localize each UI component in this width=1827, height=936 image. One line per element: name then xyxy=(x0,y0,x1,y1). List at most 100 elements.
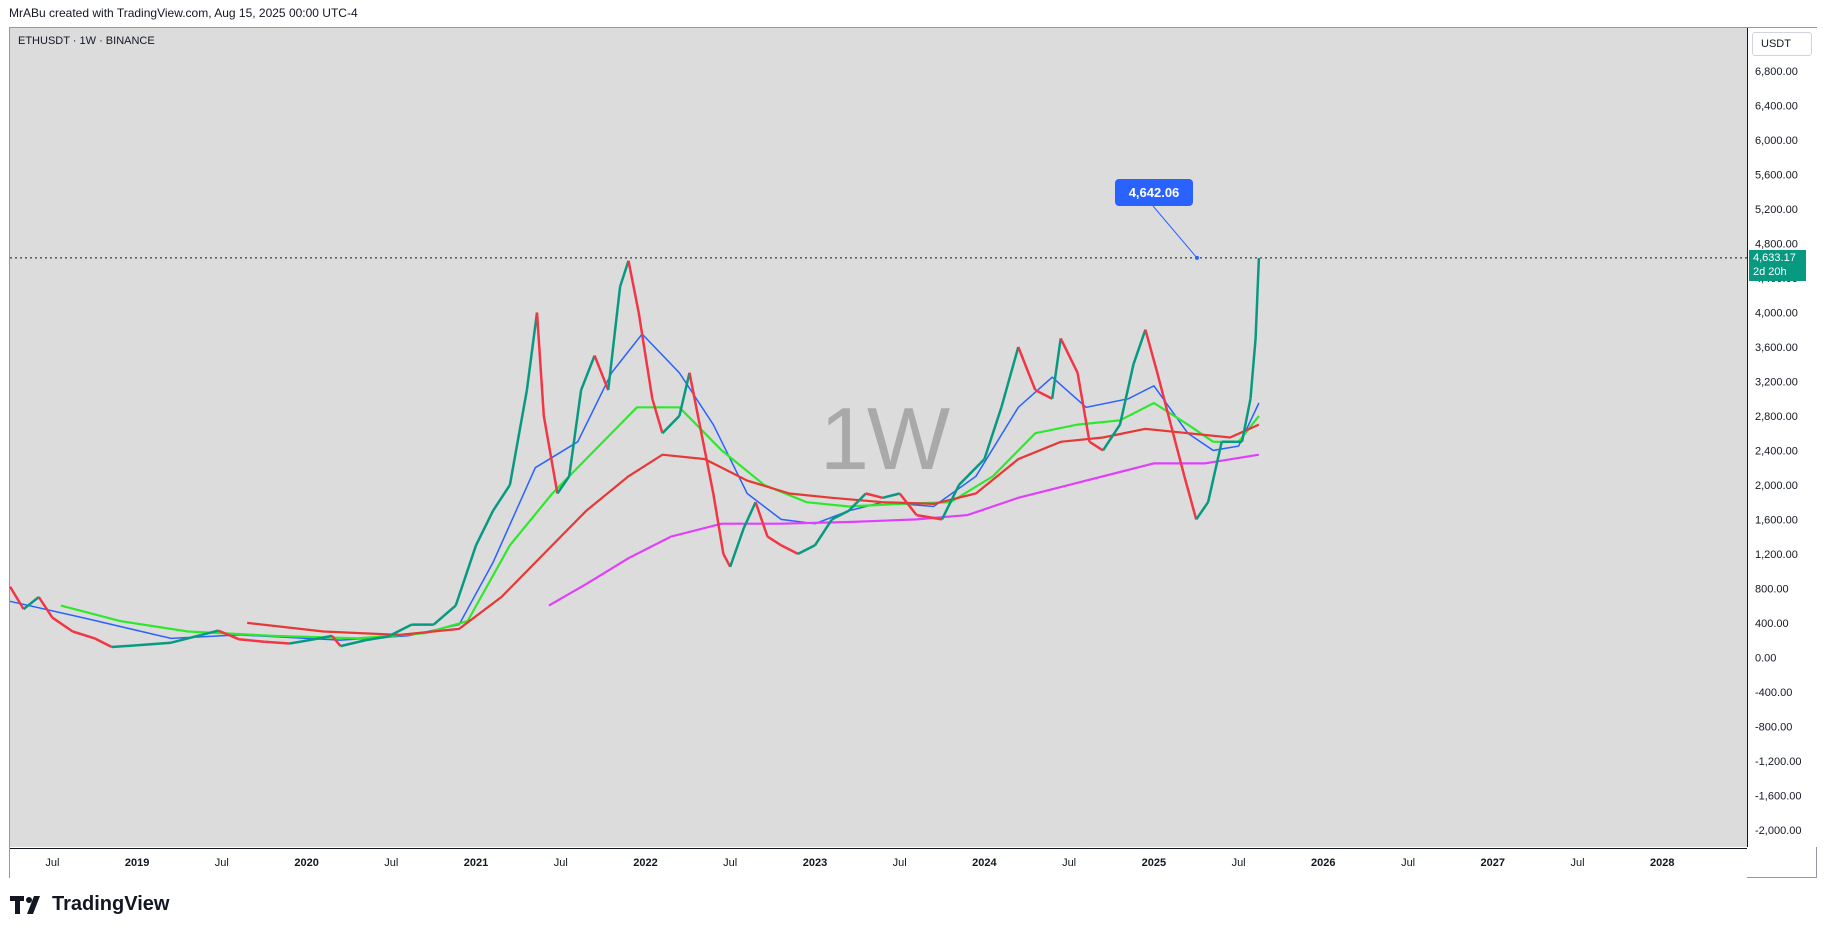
price-callout-label[interactable]: 4,642.06 xyxy=(1115,179,1193,206)
price-tick-label: 1,600.00 xyxy=(1755,514,1798,526)
price-segment xyxy=(525,312,539,391)
time-tick-label: Jul xyxy=(554,857,568,869)
price-segment xyxy=(1183,475,1198,520)
time-tick-label: Jul xyxy=(215,857,229,869)
price-segment xyxy=(238,637,265,644)
attribution-text: MrABu created with TradingView.com, Aug … xyxy=(9,6,358,20)
price-segment xyxy=(1034,388,1053,400)
time-tick-label: 2022 xyxy=(633,857,657,869)
price-axis[interactable] xyxy=(1747,28,1817,847)
price-segment xyxy=(1050,338,1062,399)
price-segment xyxy=(556,475,571,495)
time-tick-label: Jul xyxy=(1062,857,1076,869)
price-segment xyxy=(51,616,74,633)
callout-anchor-dot xyxy=(1195,255,1199,260)
price-segment xyxy=(1195,501,1210,521)
bar-countdown: 2d 20h xyxy=(1753,265,1787,278)
price-segment xyxy=(387,623,413,638)
price-tick-label: 5,200.00 xyxy=(1755,204,1798,216)
time-axis[interactable] xyxy=(10,848,1747,878)
price-tick-label: 6,400.00 xyxy=(1755,101,1798,113)
price-segment xyxy=(1088,440,1104,452)
price-segment xyxy=(983,406,1003,460)
price-segment xyxy=(94,637,113,649)
price-segment xyxy=(1169,424,1186,477)
price-segment xyxy=(831,509,850,521)
price-segment xyxy=(454,544,478,606)
price-segment xyxy=(627,260,640,313)
price-segment xyxy=(22,596,40,611)
price-segment xyxy=(593,355,610,391)
price-segment xyxy=(688,372,701,425)
currency-button[interactable]: USDT xyxy=(1752,32,1812,56)
time-tick-label: Jul xyxy=(893,857,907,869)
price-segment xyxy=(651,398,664,434)
price-tick-label: 6,000.00 xyxy=(1755,135,1798,147)
price-segment xyxy=(1240,398,1252,443)
price-segment xyxy=(722,553,732,568)
price-segment xyxy=(314,634,333,641)
price-tick-label: 6,800.00 xyxy=(1755,66,1798,78)
price-segment xyxy=(1132,329,1147,365)
time-tick-label: 2026 xyxy=(1311,857,1335,869)
price-segment xyxy=(201,629,219,637)
price-segment xyxy=(729,527,745,568)
price-segment xyxy=(137,641,172,647)
price-tick-label: -1,200.00 xyxy=(1755,756,1801,768)
price-segment xyxy=(432,604,457,626)
price-tick-label: -400.00 xyxy=(1755,687,1792,699)
price-segment xyxy=(340,638,367,648)
price-segment xyxy=(217,629,240,641)
callout-leader-line xyxy=(1152,205,1198,259)
price-tick-label: 4,000.00 xyxy=(1755,308,1798,320)
last-price-badge: 4,633.17 2d 20h xyxy=(1749,249,1806,281)
price-segment xyxy=(865,492,884,500)
price-segment xyxy=(1249,338,1257,399)
price-tick-label: -800.00 xyxy=(1755,721,1792,733)
price-segment xyxy=(8,585,25,610)
time-tick-label: 2021 xyxy=(464,857,488,869)
price-tick-label: 3,600.00 xyxy=(1755,342,1798,354)
time-tick-label: 2025 xyxy=(1142,857,1166,869)
time-tick-label: Jul xyxy=(45,857,59,869)
price-segment xyxy=(491,484,511,512)
indicator-line xyxy=(247,423,1260,637)
price-tick-label: 2,000.00 xyxy=(1755,480,1798,492)
chart-pane[interactable] xyxy=(10,28,1747,847)
time-tick-label: Jul xyxy=(1570,857,1584,869)
price-segment xyxy=(542,415,559,494)
price-segment xyxy=(535,312,546,416)
price-tick-label: 3,200.00 xyxy=(1755,377,1798,389)
indicator-line xyxy=(548,453,1260,607)
price-segment xyxy=(606,286,622,391)
indicator-line xyxy=(9,332,1260,641)
price-segment xyxy=(567,389,583,477)
price-tick-label: -2,000.00 xyxy=(1755,825,1801,837)
time-tick-label: 2028 xyxy=(1650,857,1674,869)
time-tick-label: Jul xyxy=(1232,857,1246,869)
time-tick-label: Jul xyxy=(384,857,398,869)
price-segment xyxy=(1101,423,1122,452)
price-tick-label: 2,400.00 xyxy=(1755,445,1798,457)
price-tick-label: 4,800.00 xyxy=(1755,239,1798,251)
price-segment xyxy=(847,492,867,512)
price-segment xyxy=(712,493,725,555)
price-segment xyxy=(579,355,596,391)
time-tick-label: 2023 xyxy=(803,857,827,869)
last-price-value: 4,633.17 xyxy=(1753,251,1796,264)
price-segment xyxy=(72,630,96,640)
price-segment xyxy=(754,501,769,538)
tradingview-logo[interactable]: TradingView xyxy=(10,893,169,916)
price-tick-label: 2,800.00 xyxy=(1755,411,1798,423)
price-segment xyxy=(797,544,816,556)
price-segment xyxy=(508,389,529,486)
time-tick-label: 2019 xyxy=(125,857,149,869)
price-segment xyxy=(1206,441,1223,503)
price-segment xyxy=(1144,329,1159,374)
price-segment xyxy=(742,501,757,529)
time-tick-label: Jul xyxy=(1401,857,1415,869)
price-segment xyxy=(618,260,630,287)
symbol-info[interactable]: ETHUSDT · 1W · BINANCE xyxy=(18,35,155,47)
tradingview-logo-icon xyxy=(10,895,40,914)
